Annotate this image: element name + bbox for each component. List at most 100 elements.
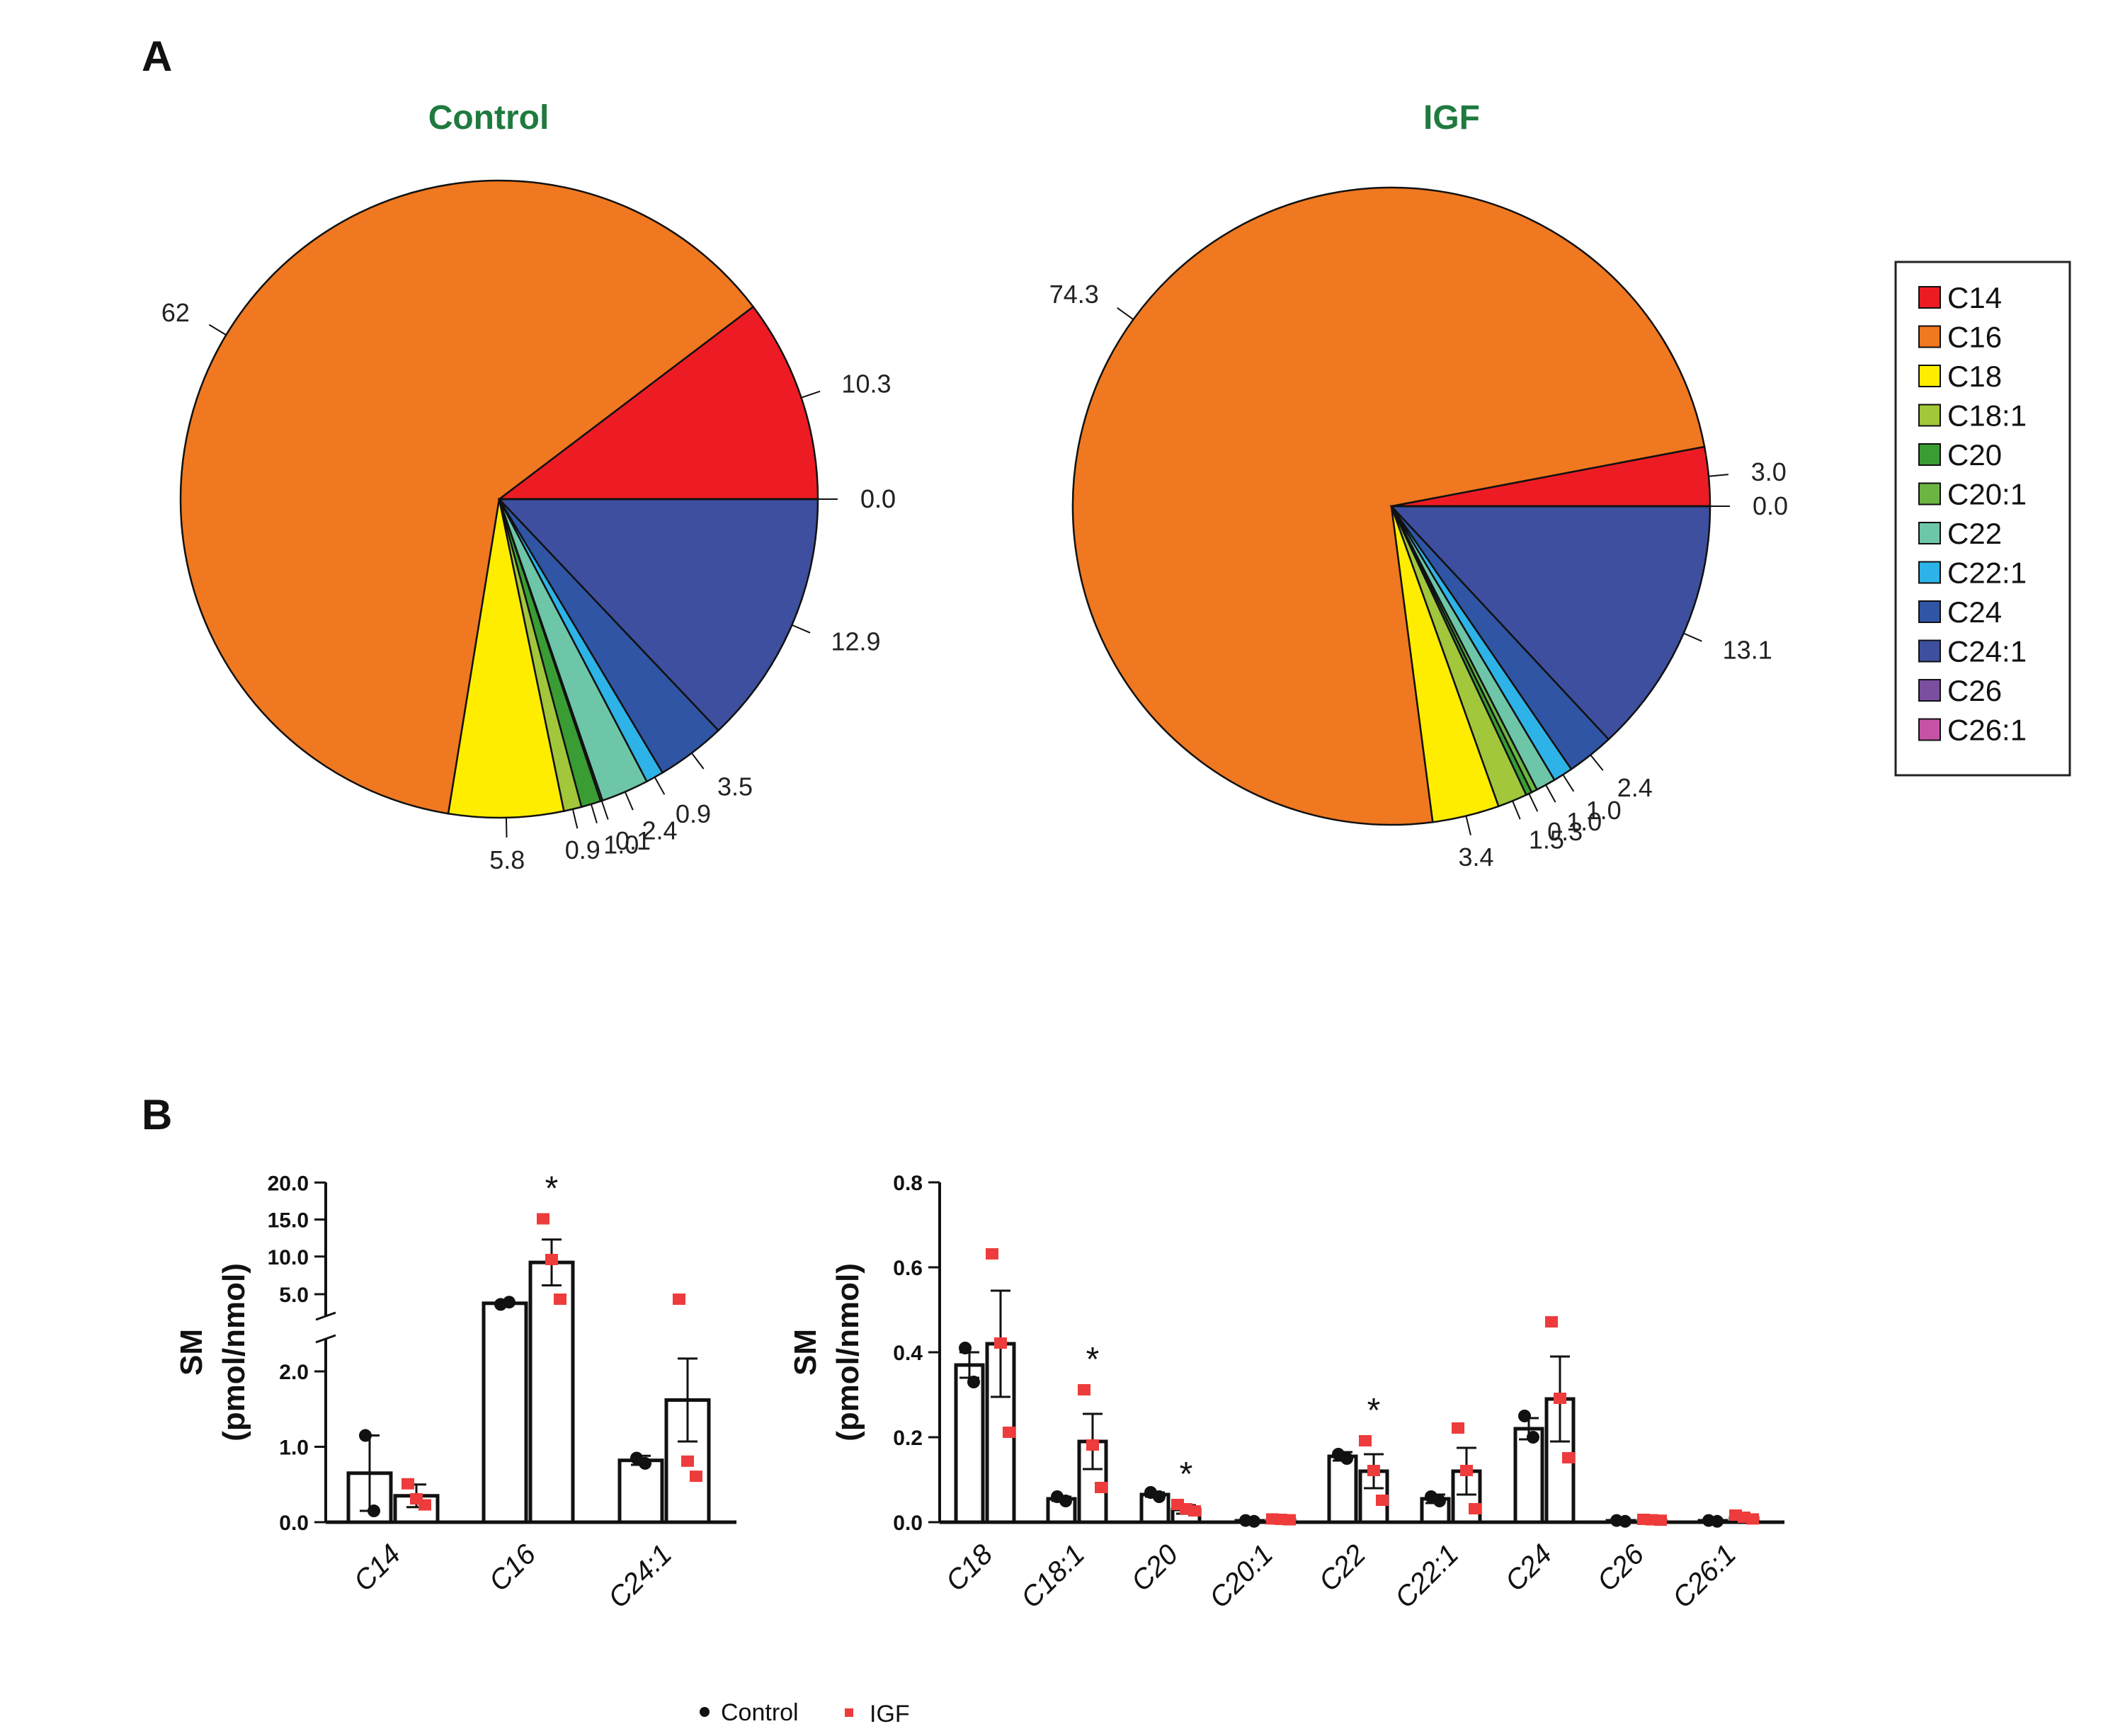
pie-title-igf: IGF (1423, 99, 1480, 137)
x-tick-label-C24-1: C24:1 (603, 1538, 678, 1614)
x-tick-label-C22: C22 (1313, 1538, 1372, 1597)
pie-label-C18: 3.4 (1458, 843, 1493, 872)
pie-label-C20: 1.0 (603, 830, 639, 859)
axis-break-gap (312, 1317, 340, 1338)
x-tick-label-C14: C14 (348, 1538, 406, 1597)
pie-slice-C16 (1071, 186, 1706, 826)
significance-star: * (1086, 1341, 1100, 1378)
legend-label-C24: C24 (1947, 595, 2002, 629)
pie-slice-C24-1 (497, 498, 819, 732)
point-control (1711, 1514, 1724, 1528)
point-igf (1452, 1422, 1464, 1434)
bar-igf-C16 (528, 1260, 575, 1524)
pie-label-C24: 2.4 (1617, 773, 1653, 802)
y-tick-label: 0.4 (893, 1342, 923, 1365)
point-igf (1367, 1465, 1380, 1476)
point-igf (545, 1253, 558, 1265)
point-control (967, 1376, 980, 1388)
bar-control-C24 (1513, 1427, 1544, 1524)
significance-star: * (545, 1170, 559, 1208)
pie-slice-C14 (496, 305, 819, 501)
y-tick-label: 0.6 (893, 1257, 923, 1280)
pie-label-C18-1: 0.9 (565, 835, 600, 864)
point-igf (401, 1478, 414, 1490)
point-igf (690, 1471, 702, 1483)
legend-swatch-C22 (1918, 522, 1941, 544)
point-control (959, 1342, 972, 1354)
x-tick-label-C20-1: C20:1 (1204, 1538, 1280, 1614)
pie-label-C16: 62 (161, 298, 190, 327)
bar-legend: Control IGF (700, 1699, 910, 1728)
bar-chart-very-long-chain: 0.0 0.2 0.4 0.6 0.8 SM (pmol/nmol) C18 C18:1 C20 C… (788, 1172, 1784, 1614)
point-control (1433, 1495, 1446, 1507)
legend-swatch-C22-1 (1918, 561, 1941, 584)
pie-leader-C14 (1708, 474, 1728, 477)
pie-leader-C20-1 (600, 800, 609, 820)
bar-control-C24-1 (617, 1458, 664, 1524)
axis-break-mark (315, 1334, 336, 1344)
legend-label-C22-1: C22:1 (1947, 556, 2027, 590)
pie-leader-C20 (590, 804, 598, 823)
legend-swatch-C16 (1918, 325, 1941, 348)
point-igf (1078, 1384, 1090, 1395)
point-igf (1095, 1482, 1107, 1493)
legend-swatch-C20-1 (1918, 482, 1941, 506)
pie-leader-C16 (208, 324, 227, 336)
panel-label-b: B (142, 1091, 172, 1138)
pie-leader-C18-1 (1512, 800, 1521, 820)
legend-label-C26: C26 (1947, 674, 2002, 707)
point-igf (1545, 1316, 1558, 1327)
y-axis-label: SM (788, 1329, 823, 1376)
legend-swatch-C20 (1918, 443, 1941, 466)
bar-control-C22 (1327, 1454, 1358, 1524)
point-control (1527, 1431, 1539, 1444)
point-igf (1460, 1465, 1473, 1476)
x-tick-label-C26: C26 (1591, 1538, 1651, 1598)
point-igf (681, 1455, 694, 1467)
point-igf (1562, 1452, 1575, 1463)
pie-label-C26: 0.0 (860, 484, 896, 513)
pie-legend: C14 C16 C18 C18:1 C20 C20:1 C22 C22:1 C24 C24:1 C2… (1894, 261, 2071, 777)
pie-label-C26-1: 0.0 (860, 484, 896, 513)
pie-leader-C18-1 (571, 809, 579, 829)
y-axis-label: SM (174, 1329, 209, 1376)
point-control (368, 1504, 380, 1518)
point-control (359, 1429, 372, 1442)
pie-label-C16: 74.3 (1049, 280, 1099, 309)
point-igf (1554, 1393, 1566, 1404)
x-tick-label-C24: C24 (1499, 1538, 1558, 1597)
point-igf (1188, 1505, 1201, 1517)
pie-label-C24-1: 12.9 (831, 627, 881, 656)
pie-label-C22-1: 0.9 (676, 799, 711, 828)
y-tick-label: 2.0 (279, 1361, 309, 1384)
bar-control-C18 (954, 1363, 985, 1524)
point-igf (1283, 1514, 1296, 1526)
pie-title-control: Control (428, 99, 549, 137)
pie-leader-C22 (624, 792, 634, 811)
point-control (1619, 1514, 1631, 1528)
legend-label-C18: C18 (1947, 360, 2002, 393)
x-tick-label-C26-1: C26:1 (1667, 1538, 1743, 1614)
legend-swatch-C14 (1918, 286, 1941, 309)
legend-swatch-C24 (1918, 600, 1941, 623)
y-tick-label: 5.0 (279, 1284, 309, 1307)
legend-swatch-C24-1 (1918, 639, 1941, 663)
pie-label-C18-1: 1.5 (1529, 826, 1564, 855)
legend-label-C20-1: C20:1 (1947, 478, 2027, 511)
legend-label-C22: C22 (1947, 517, 2002, 550)
significance-star: * (1180, 1456, 1193, 1493)
legend-swatch-C26-1 (1918, 718, 1941, 741)
point-control (639, 1456, 651, 1470)
x-tick-label-C22-1: C22:1 (1389, 1538, 1465, 1614)
y-axis-label-units: (pmol/nmol) (831, 1263, 865, 1441)
legend-label-C18-1: C18:1 (1947, 399, 2027, 433)
x-tick-label-C20: C20 (1125, 1538, 1184, 1597)
pie-label-C14: 10.3 (841, 370, 891, 399)
point-igf (1746, 1513, 1759, 1525)
legend-label-C16: C16 (1947, 321, 2002, 354)
legend-label-C24-1: C24:1 (1947, 635, 2027, 668)
point-igf (554, 1294, 566, 1305)
pie-slice-C18 (447, 498, 565, 819)
legend-control-label: Control (721, 1699, 799, 1726)
